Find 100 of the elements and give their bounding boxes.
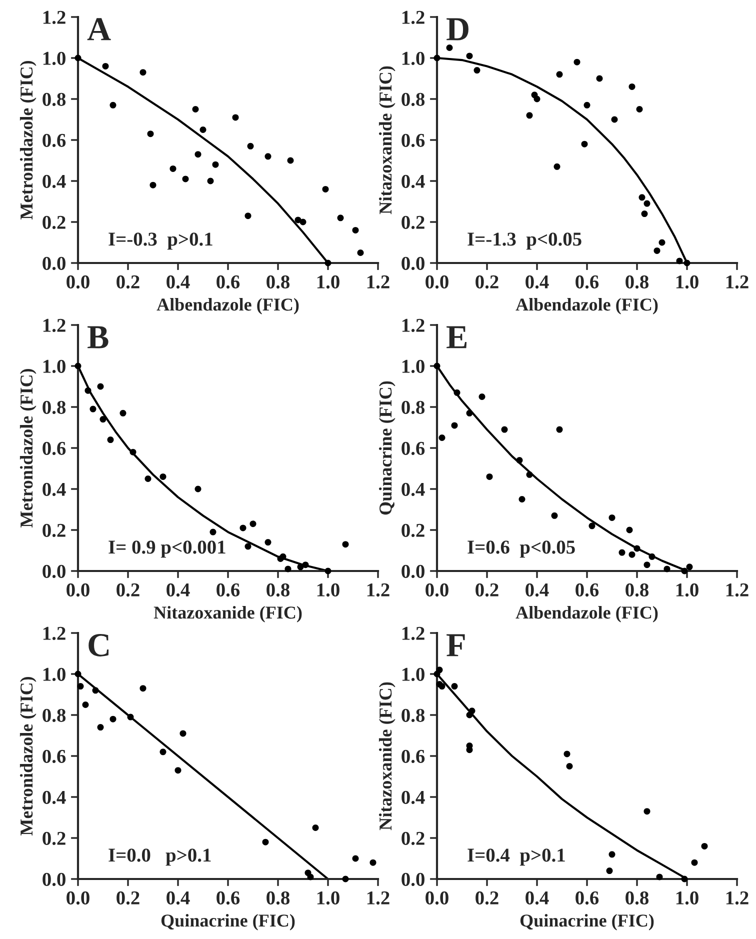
point	[144, 475, 152, 482]
y-axis-title: Nitazoxanide (FIC)	[378, 682, 396, 830]
point	[606, 868, 613, 874]
x-tick-label: 0.4	[526, 583, 549, 597]
point	[174, 767, 182, 774]
point	[644, 200, 650, 207]
text: 1.0	[317, 891, 340, 905]
point	[554, 163, 560, 170]
point	[486, 473, 493, 480]
point	[648, 553, 656, 560]
text: 0.0	[402, 256, 424, 270]
point	[100, 416, 106, 423]
point	[701, 842, 708, 850]
point	[516, 457, 523, 464]
y-tick-label: 0.6	[42, 442, 66, 456]
point	[322, 186, 329, 192]
point	[232, 114, 239, 121]
x-tick-label: 0.4	[166, 275, 190, 289]
x-tick-label: 1.2	[726, 275, 748, 289]
x-axis-title: Albendazole (FIC)	[156, 298, 299, 314]
point	[658, 239, 666, 246]
point	[140, 685, 146, 692]
x-axis-title: Nitazoxanide (FIC)	[154, 606, 302, 622]
text: 1.0	[43, 668, 66, 682]
point	[474, 67, 480, 74]
point	[566, 762, 573, 770]
point	[526, 112, 533, 119]
y-tick-label: 0.2	[42, 216, 66, 230]
y-tick-label: 0.4	[42, 174, 66, 188]
text: 0.0	[42, 564, 66, 578]
y-tick-label: 1.2	[43, 318, 66, 332]
y-tick-label: 0.6	[402, 750, 425, 764]
point	[300, 218, 306, 226]
text: 0.0	[426, 891, 448, 905]
x-tick-label: 1.2	[367, 275, 390, 289]
x-tick-label: 1.2	[726, 583, 748, 597]
point	[352, 226, 359, 234]
point	[342, 876, 349, 882]
point	[656, 874, 663, 880]
point	[638, 194, 646, 201]
y-tick-label: 0.6	[42, 750, 66, 764]
text: 1.0	[676, 275, 698, 289]
point	[280, 553, 286, 560]
point	[434, 362, 440, 370]
x-tick-label: 0.8	[626, 583, 649, 597]
point	[644, 808, 650, 815]
point	[370, 859, 376, 866]
point	[636, 106, 643, 113]
point	[212, 161, 219, 168]
point	[74, 362, 82, 370]
annotation: C	[88, 634, 109, 656]
point	[264, 539, 272, 546]
text: 0.0	[426, 583, 448, 597]
text: 0.0	[42, 256, 66, 270]
point	[170, 165, 176, 172]
point	[244, 543, 252, 550]
text: 0.0	[402, 872, 424, 886]
x-tick-label: 0.6	[576, 275, 599, 289]
point	[641, 210, 648, 218]
x-tick-label: 0.4	[166, 891, 190, 905]
x-tick-label: 0.4	[526, 891, 549, 905]
x-tick-label: 0.2	[116, 275, 140, 289]
point	[526, 471, 533, 478]
point	[200, 126, 206, 134]
annotation: A	[87, 18, 111, 40]
point	[438, 683, 446, 690]
y-tick-label: 1.2	[402, 318, 424, 332]
y-axis-title: Metronidazole (FIC)	[20, 60, 36, 220]
x-tick-label: 0.4	[526, 275, 549, 289]
x-tick-label: 1.2	[726, 891, 748, 905]
point	[194, 486, 202, 492]
point	[478, 393, 486, 400]
point	[110, 102, 116, 108]
point	[74, 670, 82, 678]
point	[466, 52, 473, 60]
point	[240, 524, 246, 532]
y-axis-title: Quinacrine (FIC)	[378, 381, 396, 515]
point	[130, 448, 136, 456]
y-tick-label: 0.6	[402, 134, 425, 148]
point	[628, 551, 636, 558]
annotation: I=-0.3 p>0.1	[108, 232, 212, 250]
annotation: I= 0.9 p<0.001	[108, 540, 226, 558]
point	[90, 406, 96, 412]
point	[686, 564, 693, 570]
y-tick-label: 1.2	[43, 626, 66, 640]
point	[611, 116, 618, 123]
point	[681, 876, 688, 882]
point	[676, 258, 683, 264]
y-tick-label: 0.2	[402, 832, 424, 846]
point	[302, 562, 309, 568]
point	[297, 564, 304, 570]
text: 1.0	[402, 52, 424, 66]
point	[247, 142, 254, 150]
x-tick-label: 0.8	[266, 583, 290, 597]
x-axis-title: Albendazole (FIC)	[516, 606, 658, 622]
annotation: I=0.4 p>0.1	[468, 848, 565, 866]
x-tick-label: 0.8	[626, 891, 649, 905]
point	[574, 58, 580, 66]
y-tick-label: 0.4	[402, 790, 425, 804]
point	[518, 496, 526, 503]
